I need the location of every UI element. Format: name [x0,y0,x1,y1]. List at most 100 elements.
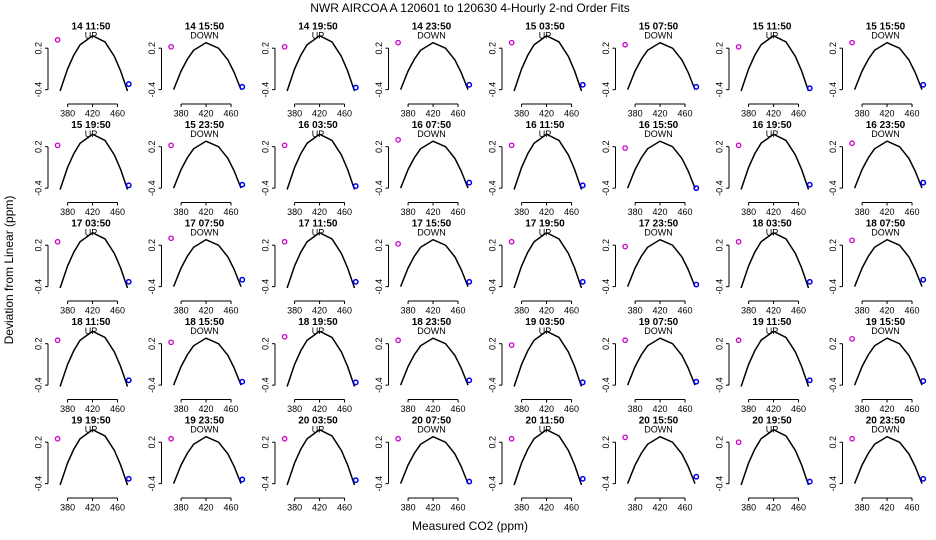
low-point [168,339,174,346]
panel-annotation: DOWN [190,326,219,336]
fit-curve [740,133,810,190]
x-tick-label: 420 [85,404,100,414]
y-tick-label: -0.4 [374,180,384,196]
panel-title: 16 11:50 [526,120,565,131]
panel-title: 18 19:50 [298,317,338,328]
panel-annotation: UP [539,30,552,40]
panel-annotation: DOWN [871,30,900,40]
y-tick-label: 0.2 [33,140,43,153]
y-tick-label: -0.4 [714,377,724,393]
low-point [168,435,174,442]
fit-curve [513,330,583,387]
fit-curve [172,140,242,189]
x-tick-label: 380 [174,404,189,414]
low-point [849,435,855,442]
high-point [579,278,586,285]
low-point [54,337,61,344]
x-tick-label: 380 [628,404,643,414]
panel-annotation: UP [539,424,552,434]
y-tick-label: 0.2 [828,239,838,252]
fit-curve [286,231,356,289]
y-tick-label: 0.2 [714,42,724,55]
y-tick-label: -0.4 [260,476,270,492]
panel-annotation: UP [766,227,779,237]
x-tick-label: 460 [678,404,693,414]
y-tick-label: 0.2 [260,337,270,350]
low-point [622,434,628,441]
y-tick-label: 0.2 [487,140,497,153]
panel-title: 18 23:50 [412,317,452,328]
y-tick-label: -0.4 [714,279,724,295]
high-point [920,378,927,384]
x-tick-label: 460 [451,108,466,118]
y-tick-label: -0.4 [33,180,43,196]
x-tick-label: 380 [628,207,643,217]
high-point [920,276,927,283]
panel-annotation: UP [766,424,779,434]
fit-curve [59,133,129,190]
y-tick-label: 0.2 [260,42,270,55]
x-tick-label: 460 [905,502,920,512]
fit-curve [399,435,469,484]
x-axis-label: Measured CO2 (ppm) [412,519,528,533]
x-tick-label: 460 [791,108,806,118]
panel-title: 16 23:50 [866,120,906,131]
low-point [54,435,61,442]
x-tick-label: 380 [741,404,756,414]
x-tick-label: 420 [539,305,554,315]
y-tick-label: 0.2 [260,239,270,252]
x-tick-label: 380 [174,305,189,315]
y-tick-label: -0.4 [487,180,497,196]
y-tick-label: -0.4 [147,82,157,98]
fit-curve [513,34,583,92]
panel-annotation: UP [539,227,552,237]
panel-annotation: DOWN [190,227,219,237]
x-tick-label: 460 [224,207,239,217]
panel-title: 20 11:50 [526,416,565,427]
y-tick-label: 0.2 [828,140,838,153]
x-tick-label: 380 [628,108,643,118]
panel-title: 16 19:50 [752,120,792,131]
y-tick-label: -0.4 [147,279,157,295]
y-tick-label: 0.2 [374,42,384,55]
x-tick-label: 380 [60,207,75,217]
low-point [622,337,628,344]
x-tick-label: 380 [514,404,529,414]
high-point [125,377,132,384]
low-point [622,41,628,48]
y-tick-label: -0.4 [601,377,611,393]
panel-title: 19 23:50 [185,416,225,427]
x-tick-label: 380 [401,207,416,217]
panel-title: 18 11:50 [72,317,111,328]
low-point [168,235,174,242]
y-tick-label: 0.2 [828,337,838,350]
y-tick-label: 0.2 [601,42,611,55]
panel-title: 16 07:50 [412,120,452,131]
high-point [239,476,246,483]
y-tick-label: -0.4 [487,82,497,98]
panel-title: 14 11:50 [72,22,111,33]
y-tick-label: 0.2 [147,239,157,252]
low-point [395,136,401,143]
x-tick-label: 420 [653,404,668,414]
x-tick-label: 420 [766,502,781,512]
x-tick-label: 380 [741,502,756,512]
fit-curve [399,238,469,287]
x-tick-label: 460 [451,404,466,414]
panel-title: 16 03:50 [298,120,338,131]
fit-curve [59,34,129,92]
high-point [466,278,473,285]
low-point [735,439,742,446]
panel-title: 17 11:50 [299,219,338,230]
x-tick-label: 380 [60,502,75,512]
panel-title: 14 23:50 [412,22,452,33]
high-point [466,81,473,88]
y-tick-label: 0.2 [714,436,724,449]
high-point [239,378,246,385]
fit-curve [286,34,356,92]
fit-curve [59,330,129,387]
x-tick-label: 460 [564,305,579,315]
x-tick-label: 420 [199,404,214,414]
panel-annotation: UP [539,129,552,139]
x-tick-label: 460 [110,404,125,414]
